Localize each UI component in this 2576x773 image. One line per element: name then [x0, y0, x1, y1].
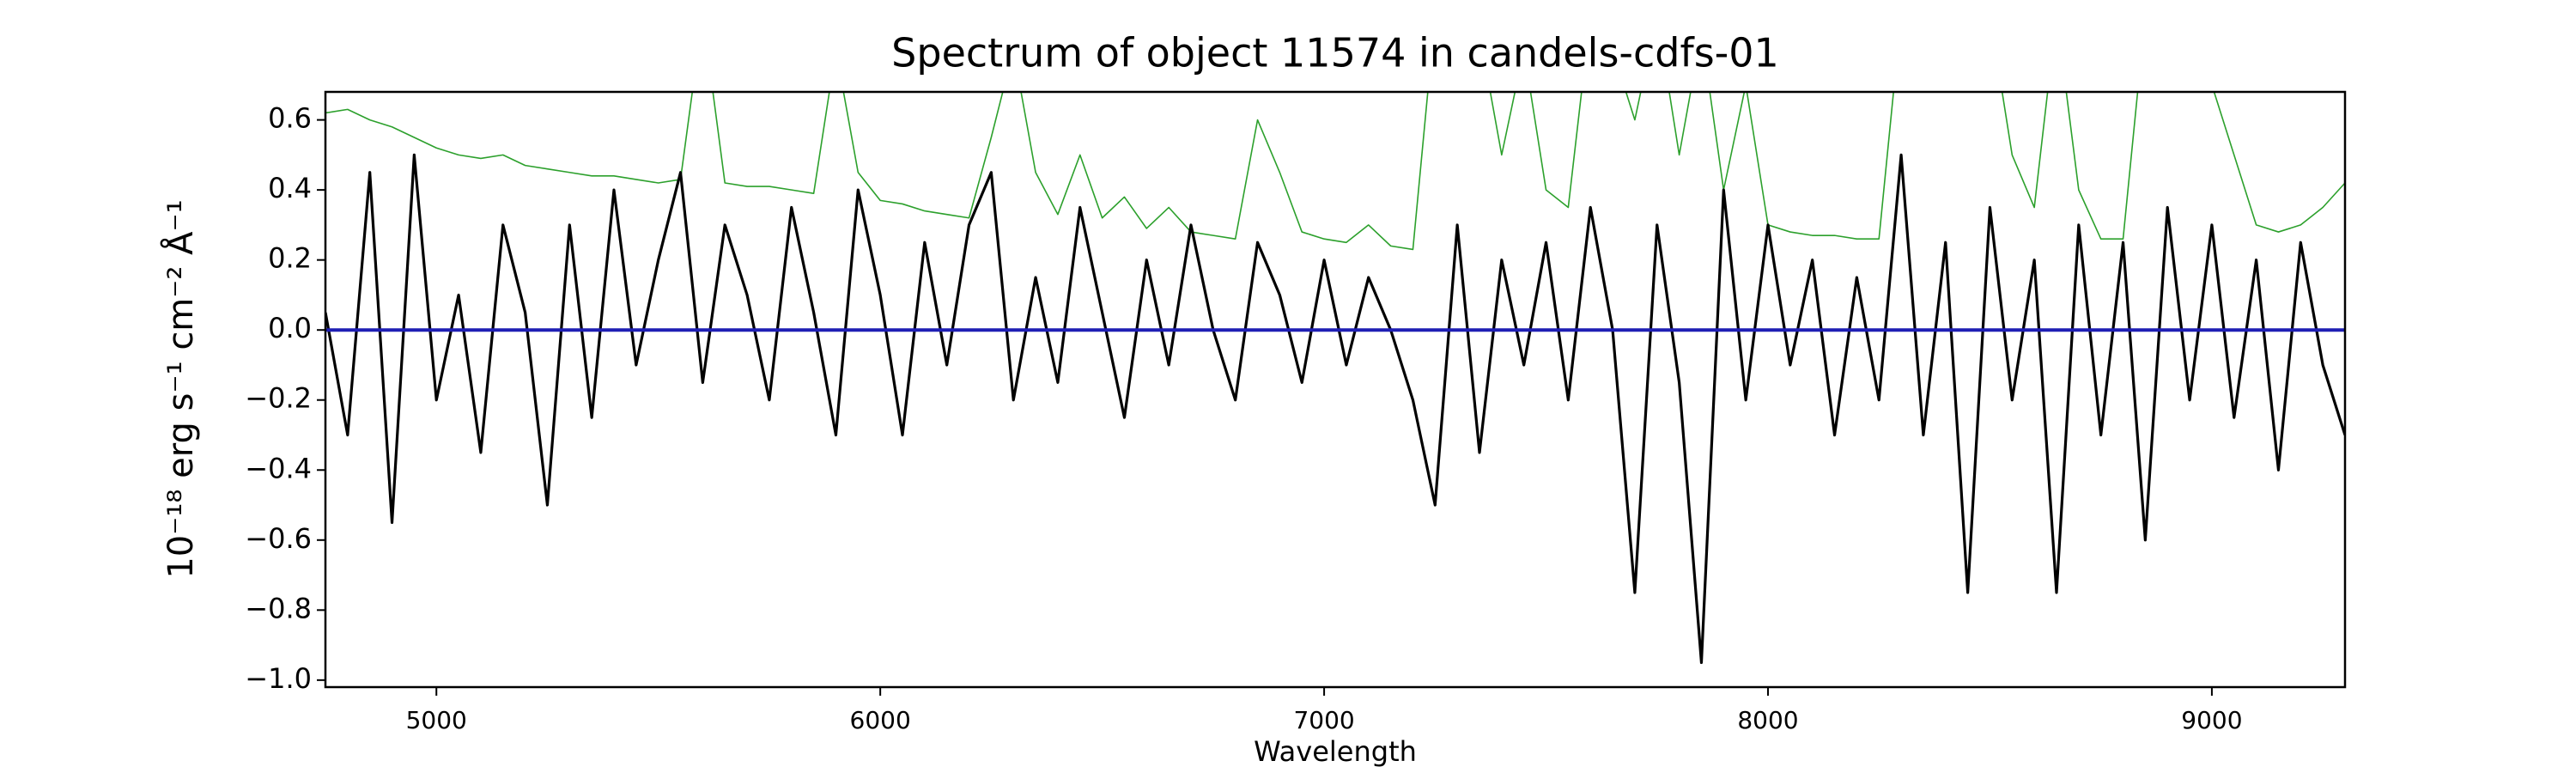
y-tick-label: −1.0 [245, 662, 312, 695]
y-tick-label: −0.4 [245, 452, 312, 484]
series-line [325, 153, 2345, 665]
series-line [325, 92, 2345, 251]
x-tick-label: 6000 [850, 706, 911, 734]
x-tick-label: 7000 [1293, 706, 1354, 734]
y-tick-label: 0.2 [268, 242, 312, 275]
y-tick-label: 0.0 [268, 312, 312, 344]
y-tick-label: 0.4 [268, 172, 312, 204]
x-tick-label: 5000 [406, 706, 467, 734]
y-tick-label: 0.6 [268, 102, 312, 135]
x-axis-label: Wavelength [1254, 735, 1417, 768]
x-tick-label: 9000 [2181, 706, 2242, 734]
plot-lines [325, 92, 2345, 665]
y-tick-label: −0.2 [245, 382, 312, 415]
chart-title: Spectrum of object 11574 in candels-cdfs… [891, 30, 1779, 76]
y-axis-label: 10⁻¹⁸ erg s⁻¹ cm⁻² Å⁻¹ [160, 199, 201, 578]
x-tick-label: 8000 [1737, 706, 1798, 734]
y-tick-label: −0.6 [245, 522, 312, 555]
y-tick-label: −0.8 [245, 592, 312, 624]
plot-frame [324, 90, 2347, 689]
